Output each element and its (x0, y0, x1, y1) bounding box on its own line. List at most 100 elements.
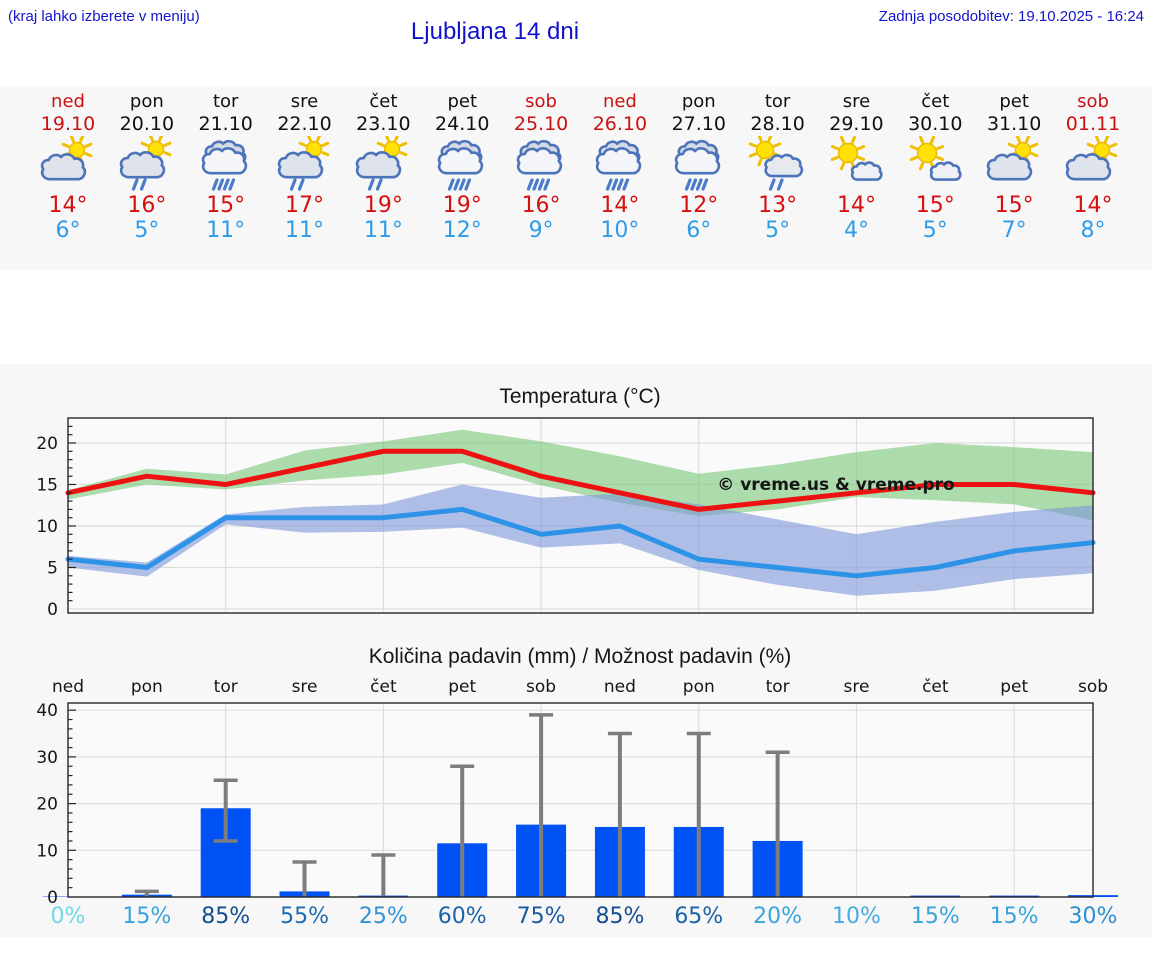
forecast-day: sre 29.10 14° 4° (817, 86, 896, 244)
partly-cloudy-icon (975, 134, 1054, 194)
min-temp: 11° (285, 218, 325, 243)
max-temp-line (65, 448, 1096, 512)
forecast-day: sob 01.11 14° 8° (1054, 86, 1133, 244)
day-name: pet (447, 91, 477, 112)
precip-day-label: sob (1078, 677, 1108, 697)
precip-day-label: sre (843, 677, 869, 697)
day-date: 31.10 (986, 113, 1042, 135)
forecast-day: pon 20.10 16° 5° (107, 86, 186, 244)
min-temp-range (68, 484, 1093, 596)
sunny-cloud-icon (896, 135, 975, 194)
day-name: tor (212, 91, 239, 112)
day-name: sre (842, 91, 871, 112)
day-name: pon (129, 91, 164, 112)
precip-day-label: sre (292, 677, 318, 697)
day-name: sob (525, 91, 557, 112)
max-temp: 15° (994, 193, 1034, 218)
min-temp: 7° (1001, 218, 1027, 243)
forecast-day: čet 23.10 19° 11° (344, 86, 423, 244)
day-date: 01.11 (1065, 113, 1121, 135)
svg-text:0: 0 (47, 600, 58, 620)
precip-probability: 0% (51, 904, 86, 929)
svg-text:40: 40 (36, 701, 58, 721)
svg-text:0: 0 (47, 888, 58, 908)
day-name: pet (999, 91, 1029, 112)
location-hint: (kraj lahko izberete v meniju) (8, 8, 200, 25)
precip-probability: 20% (753, 904, 802, 929)
precip-day-label: pon (683, 677, 715, 697)
day-date: 28.10 (750, 113, 805, 135)
max-temp: 14° (48, 193, 88, 218)
temperature-chart-title: Temperatura (°C) (499, 385, 661, 408)
cloudy-heavy-rain-icon (659, 136, 738, 194)
partly-cloudy-rain-icon (265, 133, 344, 194)
partly-cloudy-icon (29, 134, 108, 194)
precip-day-label: čet (922, 677, 949, 697)
max-temp: 15° (206, 193, 246, 218)
day-date: 22.10 (277, 113, 332, 135)
min-temp: 5° (134, 218, 160, 243)
partly-cloudy-rain-icon (344, 133, 423, 194)
day-name: ned (602, 91, 637, 112)
min-temp: 4° (843, 218, 869, 243)
min-temp: 9° (528, 218, 554, 243)
precip-probability: 60% (438, 904, 487, 929)
forecast-day: čet 30.10 15° 5° (896, 86, 975, 244)
min-temp: 11° (206, 218, 246, 243)
max-temp: 13° (758, 193, 798, 218)
cloudy-heavy-rain-icon (502, 136, 581, 194)
day-name: pon (681, 91, 716, 112)
forecast-day: ned 19.10 14° 6° (29, 86, 108, 244)
svg-text:30: 30 (36, 748, 58, 768)
svg-text:20: 20 (36, 795, 58, 815)
max-temp-range (68, 429, 1093, 521)
sunny-cloud-icon (817, 135, 896, 194)
day-date: 21.10 (198, 113, 253, 135)
min-temp: 8° (1080, 218, 1106, 243)
svg-text:10: 10 (36, 517, 58, 537)
forecast-day: ned 26.10 14° 10° (580, 86, 659, 244)
day-name: sob (1077, 91, 1109, 112)
max-temp: 17° (285, 193, 325, 218)
precip-probability: 85% (595, 904, 644, 929)
cloudy-heavy-rain-icon (423, 136, 502, 194)
precip-bar (910, 895, 961, 897)
max-temp: 19° (363, 193, 403, 218)
min-temp: 6° (55, 218, 81, 243)
precip-bar (989, 895, 1040, 897)
min-temp: 10° (600, 218, 640, 243)
day-date: 27.10 (671, 113, 726, 135)
precipitation-chart: ned pon tor sre čet pet sob ned pon tor sre čet pet s… (36, 677, 1118, 929)
precip-day-label: pet (448, 677, 476, 697)
day-name: sre (290, 91, 319, 112)
precip-day-label: pet (1000, 677, 1028, 697)
page-title: Ljubljana 14 dni (410, 18, 580, 45)
day-date: 19.10 (40, 113, 96, 135)
day-name: ned (51, 91, 85, 112)
forecast-day: sre 22.10 17° 11° (265, 86, 344, 244)
svg-text:10: 10 (36, 841, 58, 861)
day-date: 23.10 (356, 113, 411, 135)
precip-probability: 30% (1069, 904, 1118, 929)
partly-cloudy-rain-icon (107, 133, 186, 194)
day-date: 30.10 (908, 113, 963, 135)
temperature-chart: © vreme.us & vreme.pro 0 5 10 15 20 (36, 417, 1096, 620)
precip-day-label: tor (214, 677, 238, 697)
day-date: 24.10 (435, 113, 490, 135)
min-temp: 5° (922, 218, 948, 243)
precip-probability: 15% (122, 904, 171, 929)
precip-probability: 65% (674, 904, 723, 929)
cloudy-heavy-rain-icon (186, 136, 265, 194)
precip-probability: 15% (911, 904, 960, 929)
precip-day-label: sob (526, 677, 556, 697)
day-date: 25.10 (513, 113, 569, 135)
precip-probability: 85% (201, 904, 250, 929)
precip-probability: 15% (990, 904, 1039, 929)
forecast-day: tor 21.10 15° 11° (186, 86, 265, 244)
precip-probability: 10% (832, 904, 881, 929)
day-date: 20.10 (119, 113, 175, 135)
max-temp: 14° (600, 193, 640, 218)
precipitation-chart-title: Količina padavin (mm) / Možnost padavin … (368, 645, 792, 668)
partly-cloudy-icon (1054, 134, 1133, 194)
